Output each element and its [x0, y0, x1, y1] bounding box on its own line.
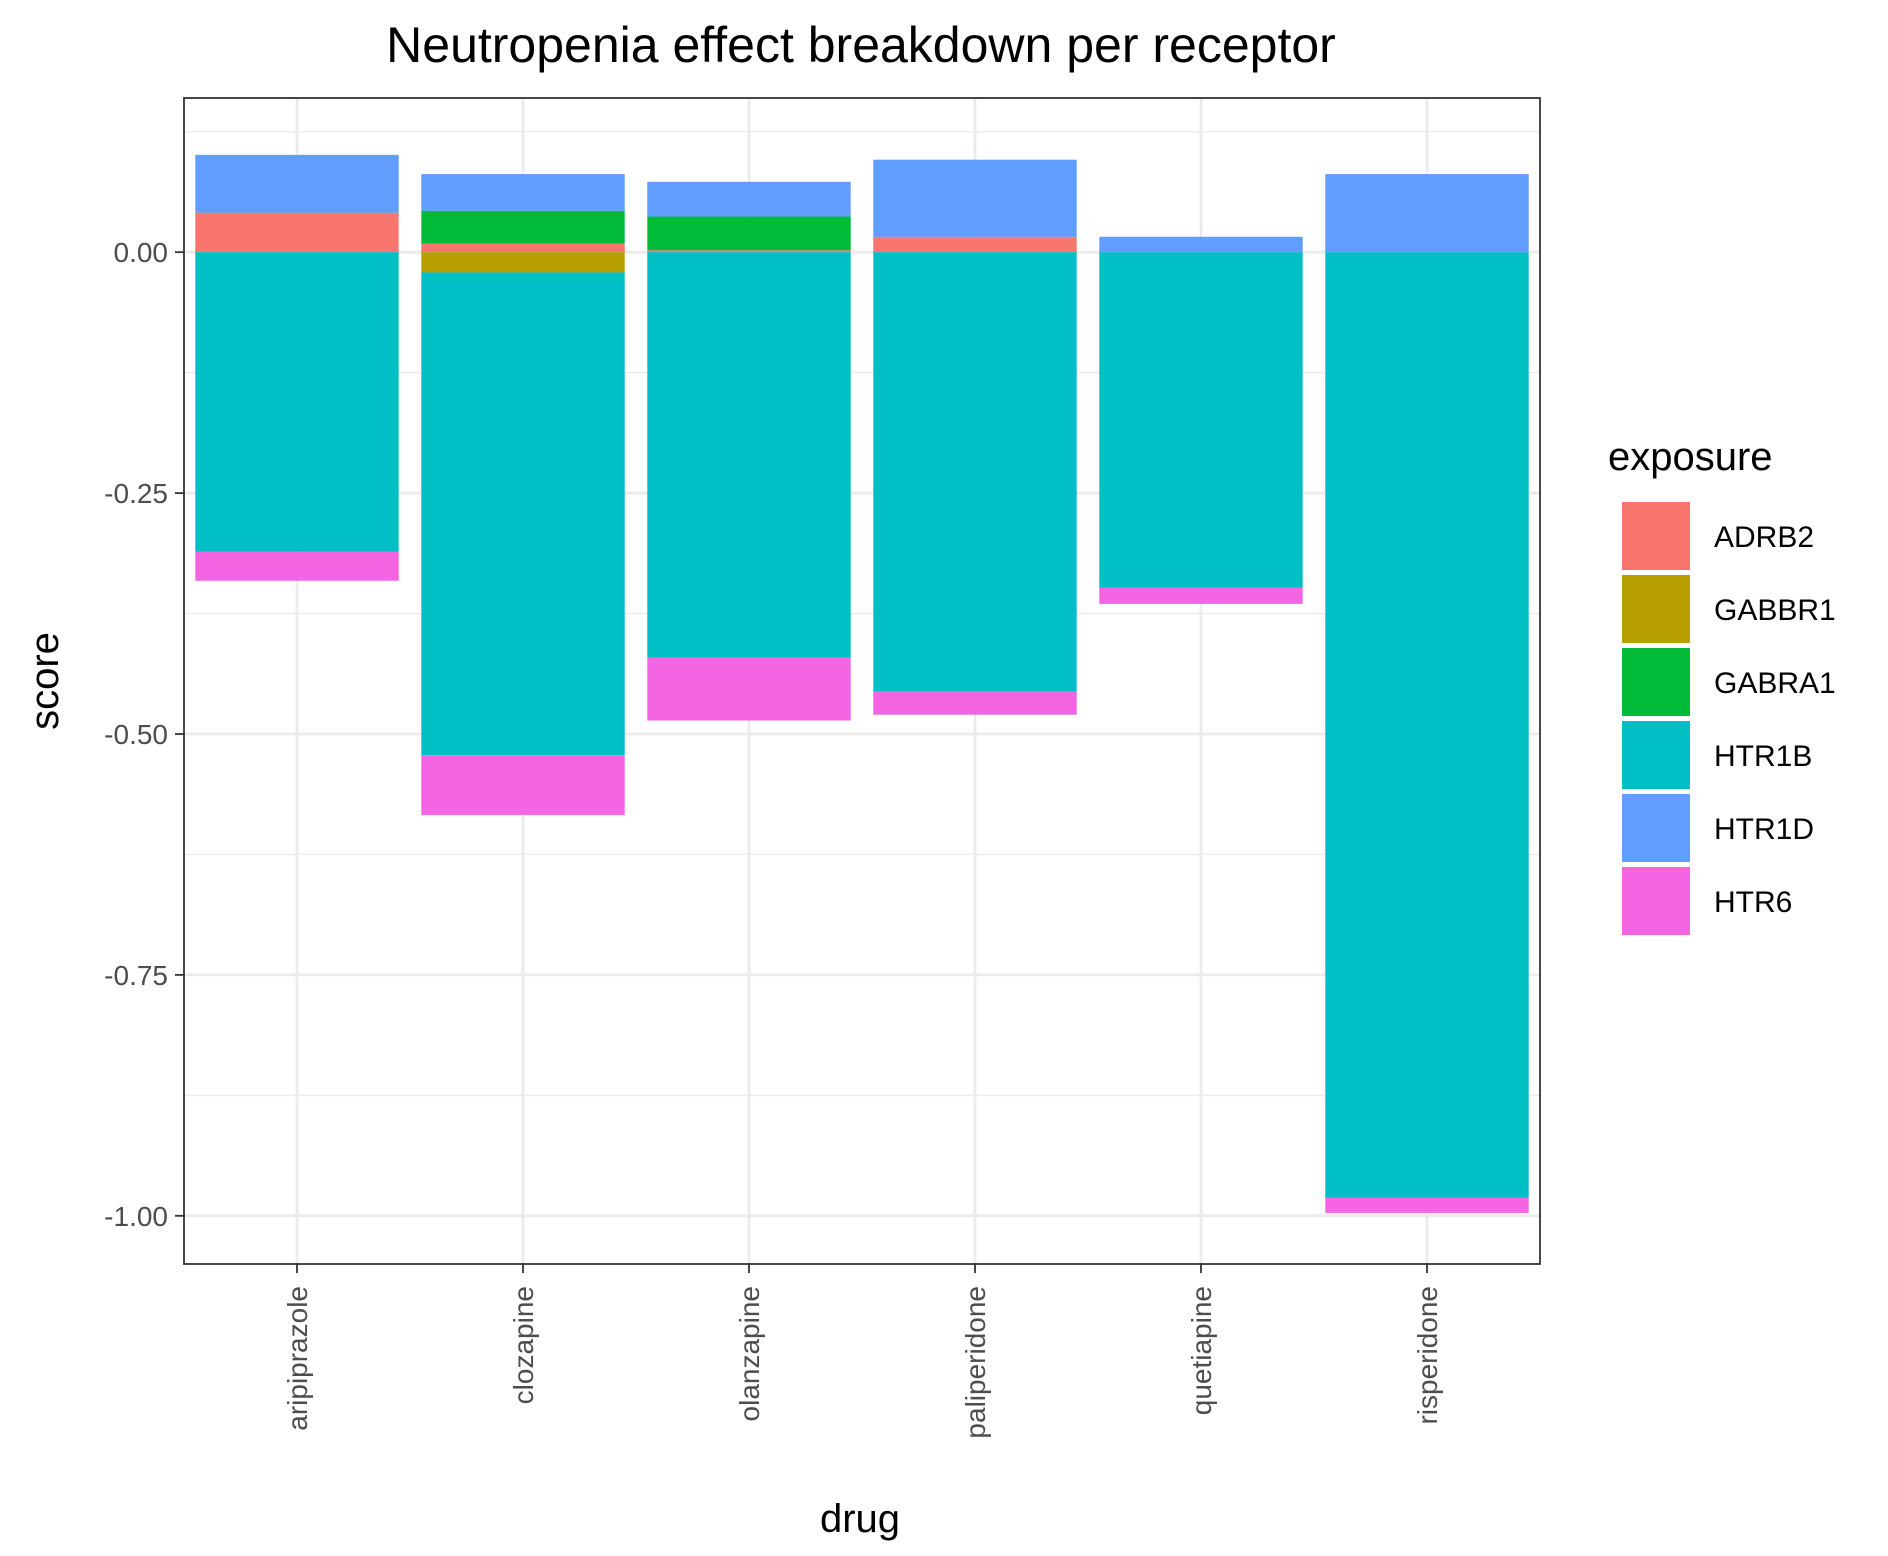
bar-paliperidone-adrb2 [873, 236, 1077, 253]
x-axis-title: drug [820, 1497, 900, 1541]
legend-label-htr1b: HTR1B [1714, 740, 1812, 773]
bar-clozapine-htr1b [421, 272, 625, 756]
x-tick-label-quetiapine: quetiapine [1186, 1286, 1217, 1415]
legend-items: ADRB2 GABBR1 GABRA1 HTR1B HTR1D HTR6 [1622, 502, 1836, 935]
bar-aripiprazole-adrb2 [195, 212, 399, 253]
y-tick-label: -0.25 [104, 478, 168, 509]
legend-key-gabra1 [1622, 648, 1690, 716]
bar-clozapine-adrb2 [421, 243, 625, 253]
x-axis: aripiprazole clozapine olanzapine paliperid… [282, 1264, 1443, 1439]
y-tick-label: -1.00 [104, 1201, 168, 1232]
bar-quetiapine-htr1b [1099, 252, 1303, 588]
plot-background [184, 98, 1540, 1264]
bar-quetiapine-htr6 [1099, 587, 1303, 604]
bar-olanzapine-adrb2 [647, 250, 851, 253]
plot-border [183, 97, 1541, 1265]
legend-label-htr6: HTR6 [1714, 886, 1792, 919]
legend-key-htr6 [1622, 867, 1690, 935]
bar-risperidone-htr1d [1325, 174, 1529, 253]
bar-aripiprazole-htr1b [195, 252, 399, 552]
y-tick-label: -0.50 [104, 719, 168, 750]
legend-key-adrb2 [1622, 502, 1690, 570]
bar-paliperidone-htr1b [873, 252, 1077, 692]
x-tick-label-aripiprazole: aripiprazole [282, 1286, 313, 1431]
plot-panel [183, 97, 1541, 1265]
legend-label-adrb2: ADRB2 [1714, 521, 1814, 554]
bar-clozapine-htr6 [421, 755, 625, 815]
bar-olanzapine-htr6 [647, 657, 851, 721]
legend-key-htr1b [1622, 721, 1690, 789]
bar-olanzapine-htr1b [647, 252, 851, 658]
y-tick-label: -0.75 [104, 960, 168, 991]
bar-olanzapine-htr1d [647, 181, 851, 217]
x-tick-label-clozapine: clozapine [508, 1286, 539, 1404]
y-axis-title: score [23, 632, 67, 730]
x-tick-label-olanzapine: olanzapine [734, 1286, 765, 1421]
bar-risperidone-htr6 [1325, 1197, 1529, 1213]
bars [195, 154, 1529, 1213]
legend-key-htr1d [1622, 794, 1690, 862]
bar-olanzapine-gabra1 [647, 216, 851, 251]
bar-quetiapine-htr1d [1099, 236, 1303, 253]
legend-label-htr1d: HTR1D [1714, 813, 1814, 846]
bar-paliperidone-htr6 [873, 691, 1077, 715]
chart-title: Neutropenia effect breakdown per recepto… [386, 17, 1336, 73]
bar-clozapine-htr1d [421, 174, 625, 211]
bar-paliperidone-htr1d [873, 159, 1077, 237]
x-tick-label-paliperidone: paliperidone [960, 1286, 991, 1439]
legend-key-gabbr1 [1622, 575, 1690, 643]
x-tick-label-risperidone: risperidone [1412, 1286, 1443, 1425]
bar-risperidone-htr1b [1325, 252, 1529, 1198]
y-tick-label: 0.00 [114, 237, 169, 268]
bar-aripiprazole-htr1d [195, 154, 399, 213]
legend-label-gabra1: GABRA1 [1714, 667, 1836, 700]
legend-label-gabbr1: GABBR1 [1714, 594, 1836, 627]
bar-clozapine-gabra1 [421, 210, 625, 244]
bar-clozapine-gabbr1 [421, 252, 625, 273]
legend: exposure ADRB2 GABBR1 GABRA1 HTR1B HTR1D HTR6 [1608, 435, 1836, 935]
y-axis: 0.00 -0.25 -0.50 -0.75 -1.00 [104, 237, 184, 1232]
bar-aripiprazole-htr6 [195, 551, 399, 581]
legend-title: exposure [1608, 435, 1773, 479]
